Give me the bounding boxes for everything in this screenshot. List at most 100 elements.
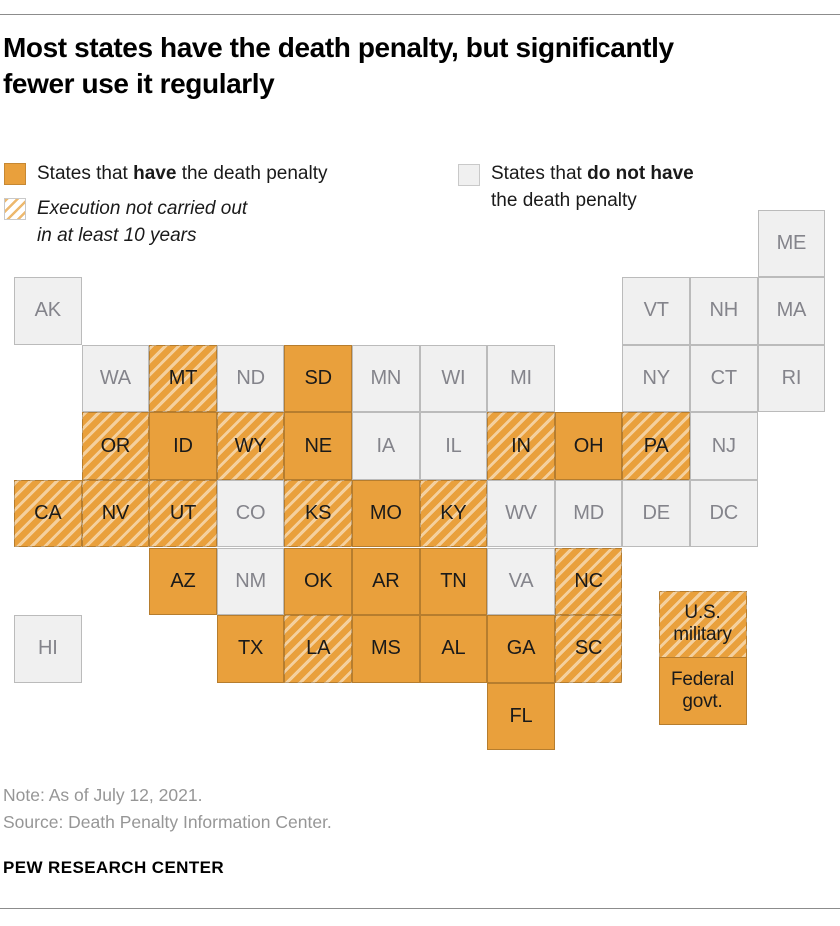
state-tile-WI: WI <box>419 344 488 413</box>
state-label: MI <box>510 366 532 389</box>
state-tile-MA: MA <box>757 277 826 345</box>
state-tile-ME: ME <box>757 209 826 278</box>
state-label: FL <box>509 704 533 727</box>
bottom-divider <box>0 908 840 909</box>
state-label: NC <box>574 569 603 592</box>
state-tile-MD: MD <box>554 479 623 548</box>
state-tile-TN: TN <box>419 547 488 616</box>
state-label: NM <box>235 569 266 592</box>
legend-have-bold: have <box>133 163 177 184</box>
state-label: NH <box>709 299 739 322</box>
state-tile-ND: ND <box>216 344 285 413</box>
state-tile-WA: WA <box>81 344 150 413</box>
jurisdiction-tile-us-military: U.S. military <box>658 590 747 658</box>
state-label: OR <box>100 434 131 457</box>
state-label: HI <box>37 637 58 660</box>
state-tile-KY: KY <box>419 479 488 548</box>
state-tile-GA: GA <box>487 615 555 683</box>
title-line-1: Most states have the death penalty, but … <box>3 32 674 63</box>
state-tile-UT: UT <box>149 479 217 548</box>
state-tile-CO: CO <box>216 479 285 548</box>
footnotes: Note: As of July 12, 2021. Source: Death… <box>3 782 332 836</box>
legend-no-execution-line1: Execution not carried out <box>37 198 248 219</box>
state-tile-LA: LA <box>284 615 352 683</box>
state-label: CA <box>34 502 62 525</box>
legend-swatch-no-penalty <box>458 164 480 186</box>
state-tile-OR: OR <box>81 412 150 480</box>
state-label: ND <box>236 366 265 389</box>
legend-swatch-have <box>4 163 26 185</box>
legend-label-have: States that have the death penalty <box>37 160 328 187</box>
legend-have-prefix: States that <box>37 163 134 184</box>
legend-have-suffix: the death penalty <box>176 163 328 184</box>
state-tile-DC: DC <box>690 479 758 548</box>
state-tile-NC: NC <box>554 547 623 616</box>
state-label: IN <box>511 434 531 457</box>
state-label: AK <box>34 299 61 322</box>
jurisdiction-label-line1: U.S. <box>684 602 721 624</box>
state-tile-NJ: NJ <box>690 412 758 480</box>
state-label: WY <box>234 434 267 457</box>
state-tile-AZ: AZ <box>149 547 217 616</box>
state-label: TN <box>440 569 467 592</box>
state-tile-VT: VT <box>622 277 690 345</box>
state-tile-WV: WV <box>487 479 555 548</box>
state-label: VA <box>508 569 534 592</box>
state-label: SC <box>574 637 603 660</box>
state-label: CT <box>710 366 737 389</box>
title-line-2: fewer use it regularly <box>3 68 275 99</box>
state-label: SD <box>304 366 332 389</box>
legend-label-no-execution: Execution not carried out in at least 10… <box>37 195 247 249</box>
chart-title: Most states have the death penalty, but … <box>3 30 833 102</box>
legend-no-execution-line2: in at least 10 years <box>37 225 197 246</box>
state-label: CO <box>235 502 266 525</box>
legend-no-penalty-line2: the death penalty <box>491 190 637 211</box>
state-label: MA <box>776 299 807 322</box>
state-label: NV <box>101 502 130 525</box>
state-label: OH <box>573 434 604 457</box>
state-label: MD <box>573 502 604 525</box>
legend-swatch-no-execution <box>4 198 26 220</box>
state-tile-ID: ID <box>149 412 217 480</box>
state-label: KY <box>440 502 467 525</box>
state-label: GA <box>506 637 536 660</box>
state-tile-SC: SC <box>554 615 623 683</box>
state-label: UT <box>169 502 197 525</box>
state-tile-MN: MN <box>352 344 420 413</box>
state-tile-SD: SD <box>284 344 352 413</box>
state-tile-OK: OK <box>284 547 352 616</box>
state-label: TX <box>238 637 264 660</box>
state-tile-RI: RI <box>757 344 826 413</box>
state-tile-MO: MO <box>352 479 420 548</box>
state-tile-NE: NE <box>284 412 352 480</box>
state-label: IA <box>376 434 396 457</box>
state-tile-CT: CT <box>690 344 758 413</box>
state-label: AL <box>441 637 466 660</box>
state-label: VT <box>643 299 669 322</box>
legend-label-no-penalty: States that do not have the death penalt… <box>491 160 694 214</box>
state-tile-TX: TX <box>216 615 285 683</box>
state-label: WA <box>99 366 131 389</box>
state-label: MO <box>369 502 402 525</box>
state-tile-WY: WY <box>216 412 285 480</box>
jurisdiction-label-line2: govt. <box>682 690 723 712</box>
state-tile-NV: NV <box>81 479 150 548</box>
legend-no-penalty-line1: States that do not have <box>491 160 694 187</box>
jurisdiction-label-line2: military <box>673 624 732 646</box>
state-label: RI <box>781 366 802 389</box>
state-tile-VA: VA <box>487 547 555 616</box>
state-tile-MS: MS <box>352 615 420 683</box>
state-tile-HI: HI <box>14 615 82 683</box>
note-line: Note: As of July 12, 2021. <box>3 785 203 805</box>
state-tile-AR: AR <box>352 547 420 616</box>
state-tile-IN: IN <box>487 412 555 480</box>
state-label: OK <box>303 569 333 592</box>
state-label: ID <box>173 434 193 457</box>
state-label: IL <box>445 434 462 457</box>
state-tile-NY: NY <box>622 344 690 413</box>
legend-no-penalty-prefix: States that <box>491 163 588 184</box>
state-tile-IA: IA <box>352 412 420 480</box>
state-label: NE <box>304 434 332 457</box>
state-label: NY <box>642 366 670 389</box>
